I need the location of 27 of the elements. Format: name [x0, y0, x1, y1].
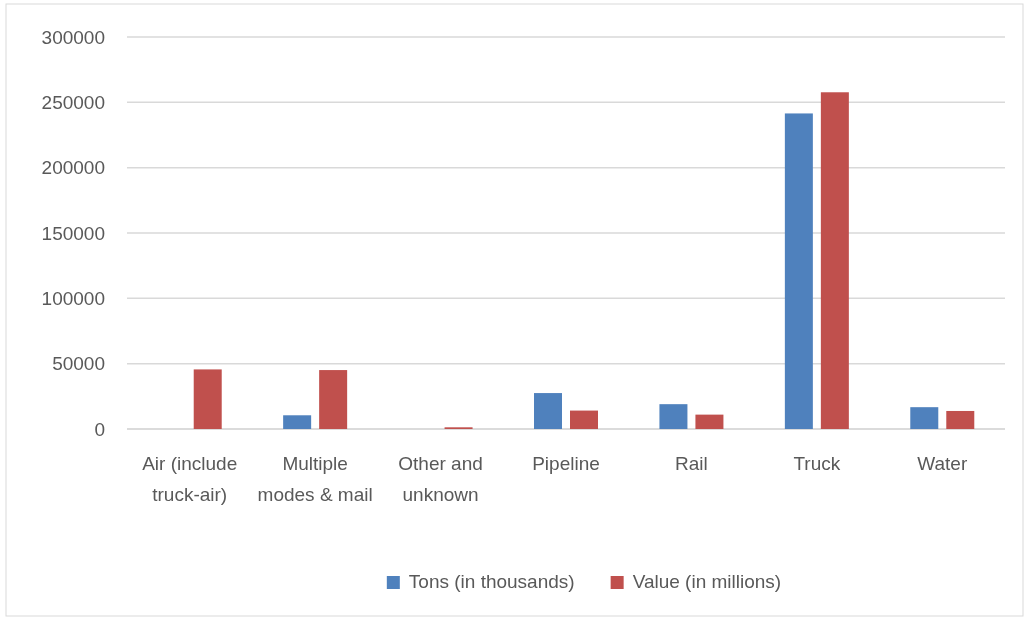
bar [784, 113, 813, 429]
bar [659, 404, 688, 429]
x-tick-label: Rail [675, 453, 708, 474]
x-tick-label: Other and unknown [398, 453, 483, 505]
bar [283, 415, 312, 429]
bar [534, 393, 562, 429]
x-tick-label: Water [917, 453, 968, 474]
y-tick-label: 300000 [41, 26, 105, 48]
bar [695, 414, 724, 429]
x-tick-label: Truck [793, 453, 841, 474]
x-tick-label: Pipeline [532, 453, 600, 474]
y-tick-label: 50000 [52, 353, 105, 375]
x-tick-label: Air (include truck-air) [142, 453, 238, 505]
bar [820, 92, 849, 429]
y-tick-label: 200000 [41, 157, 105, 179]
y-tick-label: 150000 [41, 222, 105, 244]
y-tick-label: 250000 [41, 91, 105, 113]
bar [570, 410, 598, 429]
y-tick-label: 100000 [41, 287, 105, 309]
bar [319, 370, 348, 429]
bar [946, 410, 975, 429]
legend-label: Value (in millions) [632, 571, 782, 592]
x-tick-label: Multiple modes & mail [257, 453, 373, 505]
bar [910, 407, 939, 429]
y-tick-label: 0 [94, 418, 105, 440]
bar [193, 369, 222, 429]
legend-label: Tons (in thousands) [408, 571, 575, 592]
